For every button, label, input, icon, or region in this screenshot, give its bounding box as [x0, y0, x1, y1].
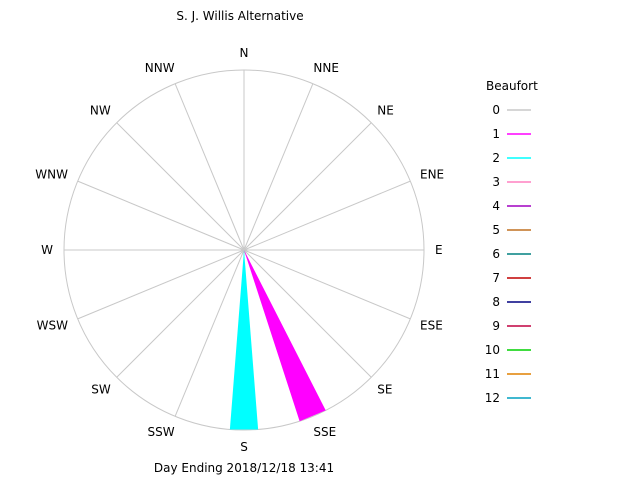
direction-label-wnw: WNW	[35, 168, 68, 182]
wedge-s-bf2	[229, 250, 259, 430]
legend-label-8: 8	[492, 295, 500, 309]
direction-label-ne: NE	[377, 104, 394, 118]
legend-label-12: 12	[485, 391, 500, 405]
direction-label-n: N	[240, 46, 249, 60]
direction-label-w: W	[41, 243, 53, 257]
spoke-ene	[243, 180, 411, 251]
legend-label-5: 5	[492, 223, 500, 237]
legend-label-9: 9	[492, 319, 500, 333]
legend-label-4: 4	[492, 199, 500, 213]
wedge-sse-bf1	[244, 250, 326, 422]
direction-label-se: SE	[377, 382, 392, 396]
direction-label-ese: ESE	[420, 318, 443, 332]
spoke-wnw	[77, 180, 245, 251]
direction-label-s: S	[240, 440, 248, 454]
direction-label-ssw: SSW	[148, 425, 175, 439]
legend-label-6: 6	[492, 247, 500, 261]
legend-label-11: 11	[485, 367, 500, 381]
direction-label-ene: ENE	[420, 168, 444, 182]
legend-label-3: 3	[492, 175, 500, 189]
spoke-sw	[116, 249, 245, 378]
spoke-nw	[116, 122, 245, 251]
direction-label-nnw: NNW	[145, 61, 175, 75]
legend-label-0: 0	[492, 103, 500, 117]
legend-label-1: 1	[492, 127, 500, 141]
legend-label-7: 7	[492, 271, 500, 285]
chart-title: S. J. Willis Alternative	[176, 9, 303, 23]
legend-title: Beaufort	[486, 79, 538, 93]
chart-footer: Day Ending 2018/12/18 13:41	[154, 461, 334, 475]
spoke-ne	[243, 122, 372, 251]
spoke-wsw	[77, 249, 245, 320]
direction-labels: N NNE NE ENE E ESE SE SSE S SSW SW WSW W WNW NW NNW	[35, 46, 444, 454]
direction-label-wsw: WSW	[37, 318, 68, 332]
spoke-ssw	[174, 249, 245, 417]
legend-label-10: 10	[485, 343, 500, 357]
wind-wedges	[229, 250, 326, 430]
direction-label-sw: SW	[91, 382, 111, 396]
legend-label-2: 2	[492, 151, 500, 165]
spoke-ese	[243, 249, 411, 320]
direction-label-sse: SSE	[313, 425, 336, 439]
direction-label-nw: NW	[90, 104, 111, 118]
spoke-nne	[243, 83, 314, 251]
direction-label-nne: NNE	[313, 61, 339, 75]
direction-label-e: E	[435, 243, 443, 257]
spoke-nnw	[174, 83, 245, 251]
spoke-se	[243, 249, 372, 378]
